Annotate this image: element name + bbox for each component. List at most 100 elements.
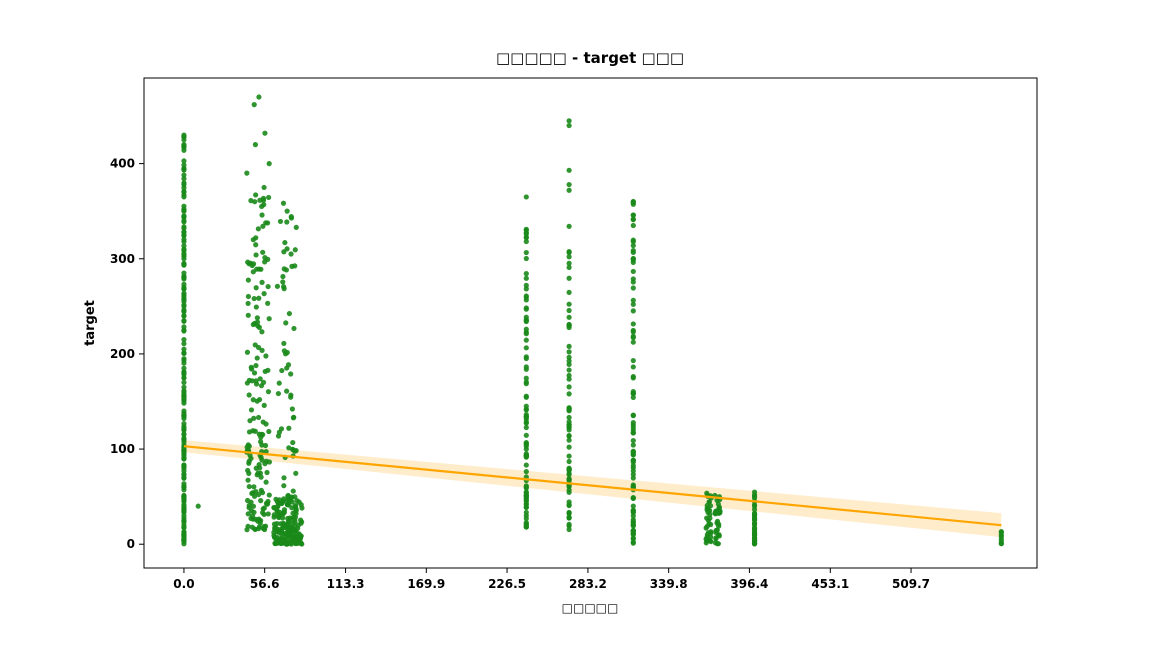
data-point xyxy=(703,525,709,531)
data-point xyxy=(181,408,187,414)
x-tick-label: 453.1 xyxy=(811,577,849,591)
data-point xyxy=(998,536,1004,542)
data-point xyxy=(298,520,304,526)
data-point xyxy=(181,503,187,509)
data-point xyxy=(566,367,572,373)
data-point xyxy=(630,212,636,218)
data-point xyxy=(566,187,572,193)
data-point xyxy=(181,260,187,267)
data-point xyxy=(263,220,269,226)
data-point xyxy=(566,414,572,421)
data-point xyxy=(256,295,262,301)
data-point xyxy=(181,189,187,195)
x-tick-label: 56.6 xyxy=(250,577,280,591)
y-tick-label: 100 xyxy=(110,442,135,456)
data-point xyxy=(566,349,572,355)
data-point xyxy=(271,504,277,511)
data-point xyxy=(630,450,636,456)
data-point xyxy=(566,118,572,124)
data-point xyxy=(265,300,271,306)
data-point xyxy=(283,320,289,326)
data-point xyxy=(281,340,287,347)
data-point xyxy=(290,415,297,421)
data-point xyxy=(181,274,187,280)
data-point xyxy=(181,471,187,477)
data-point xyxy=(566,514,572,520)
data-point xyxy=(291,539,297,545)
x-tick-label: 226.5 xyxy=(488,577,526,591)
data-point xyxy=(275,433,282,439)
data-point xyxy=(251,415,257,421)
data-point xyxy=(566,343,572,349)
data-point xyxy=(252,342,258,348)
data-point xyxy=(293,507,299,513)
data-point xyxy=(181,346,187,352)
data-point xyxy=(630,532,636,538)
data-point xyxy=(264,469,270,476)
data-point xyxy=(296,499,302,505)
data-point xyxy=(566,167,572,173)
data-point xyxy=(289,520,296,526)
data-point xyxy=(252,142,259,148)
x-tick-label: 283.2 xyxy=(569,577,607,591)
data-point xyxy=(262,461,268,467)
data-point xyxy=(286,527,293,533)
data-point xyxy=(291,325,297,332)
data-point xyxy=(275,390,281,397)
data-point xyxy=(523,317,529,323)
data-point xyxy=(703,540,709,546)
data-point xyxy=(246,502,252,509)
data-point xyxy=(523,462,529,468)
data-point xyxy=(257,465,263,471)
data-point xyxy=(523,452,529,458)
data-point xyxy=(707,537,713,544)
data-point xyxy=(523,393,529,399)
data-point xyxy=(257,376,263,382)
data-point xyxy=(253,252,259,258)
data-point xyxy=(261,526,268,533)
data-point xyxy=(630,394,636,400)
data-point xyxy=(245,523,251,529)
data-point xyxy=(630,297,636,303)
data-point xyxy=(254,319,261,325)
data-point xyxy=(249,366,255,372)
data-point xyxy=(284,388,290,394)
data-point xyxy=(251,102,257,108)
data-point xyxy=(298,540,304,546)
data-point xyxy=(523,271,529,277)
data-point xyxy=(181,413,187,419)
data-point xyxy=(751,511,758,517)
data-point xyxy=(716,521,722,527)
data-point xyxy=(286,425,292,431)
data-point xyxy=(566,407,572,413)
data-point xyxy=(566,391,572,397)
data-point xyxy=(253,362,259,369)
data-point xyxy=(181,218,187,224)
confidence-band xyxy=(183,440,1002,538)
data-point xyxy=(181,132,187,138)
data-point xyxy=(249,490,255,497)
data-point xyxy=(253,381,260,387)
data-point xyxy=(247,418,253,424)
data-point xyxy=(248,508,255,514)
data-point xyxy=(245,477,251,483)
data-point xyxy=(285,515,291,522)
data-point xyxy=(181,172,187,178)
data-point xyxy=(523,469,529,475)
data-point xyxy=(566,467,572,473)
data-point xyxy=(181,484,187,490)
x-tick-label: 113.3 xyxy=(327,577,365,591)
data-point xyxy=(181,137,187,143)
data-point xyxy=(630,242,636,249)
x-axis-label: □□□□□ xyxy=(562,601,619,615)
data-point xyxy=(630,268,636,275)
data-point xyxy=(293,224,299,230)
data-point xyxy=(253,235,259,241)
data-point xyxy=(181,436,187,443)
data-point xyxy=(245,300,251,307)
data-point xyxy=(566,502,572,508)
data-point xyxy=(566,444,572,450)
data-point xyxy=(630,321,636,327)
data-point xyxy=(271,521,278,527)
